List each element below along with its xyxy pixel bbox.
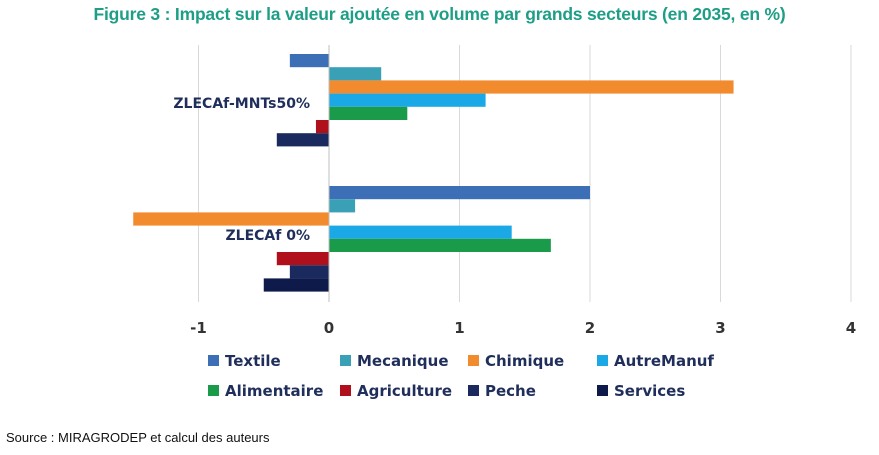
chart-title: Figure 3 : Impact sur la valeur ajoutée … [93, 4, 786, 24]
bar-chimique [329, 80, 734, 94]
bar-peche [276, 133, 329, 147]
bar-mecanique [329, 199, 356, 213]
legend: Textile Mecanique Chimique AutreManuf Alimen… [208, 352, 714, 400]
legend-label-alimentaire: Alimentaire [225, 382, 323, 400]
legend-label-chimique: Chimique [485, 352, 564, 370]
bars [133, 54, 734, 292]
x-axis: -1 0 1 2 3 4 [190, 45, 856, 337]
bar-alimentaire [329, 238, 551, 252]
x-tick-label: 4 [846, 319, 856, 337]
bar-textile [329, 186, 590, 200]
legend-label-services: Services [614, 382, 685, 400]
x-tick-label: 2 [585, 319, 595, 337]
legend-swatch-peche [468, 385, 479, 396]
x-tick-label: 0 [324, 319, 334, 337]
bar-mecanique [329, 67, 382, 81]
x-tick-label: -1 [190, 319, 207, 337]
source-note: Source : MIRAGRODEP et calcul des auteur… [6, 430, 270, 445]
bar-agriculture [315, 120, 329, 134]
legend-swatch-services [597, 385, 608, 396]
bar-peche [289, 265, 329, 279]
bar-autremanuf [329, 93, 486, 107]
legend-swatch-agriculture [340, 385, 351, 396]
category-label: ZLECAf 0% [226, 228, 310, 244]
legend-swatch-alimentaire [208, 385, 219, 396]
bar-services [263, 278, 329, 292]
bar-alimentaire [329, 106, 408, 120]
legend-swatch-chimique [468, 355, 479, 366]
legend-swatch-autremanuf [597, 355, 608, 366]
x-tick-label: 3 [715, 319, 725, 337]
legend-label-mecanique: Mecanique [357, 352, 449, 370]
legend-label-textile: Textile [225, 352, 281, 370]
bar-autremanuf [329, 225, 512, 239]
bar-chimique [133, 212, 329, 226]
category-labels: ZLECAf-MNTs50% ZLECAf 0% [173, 96, 310, 244]
legend-swatch-mecanique [340, 355, 351, 366]
legend-swatch-textile [208, 355, 219, 366]
legend-label-peche: Peche [485, 382, 536, 400]
bar-textile [289, 54, 329, 68]
legend-label-autremanuf: AutreManuf [614, 352, 714, 370]
category-label: ZLECAf-MNTs50% [173, 96, 310, 112]
x-tick-label: 1 [454, 319, 464, 337]
bar-agriculture [276, 252, 329, 266]
legend-label-agriculture: Agriculture [357, 382, 452, 400]
